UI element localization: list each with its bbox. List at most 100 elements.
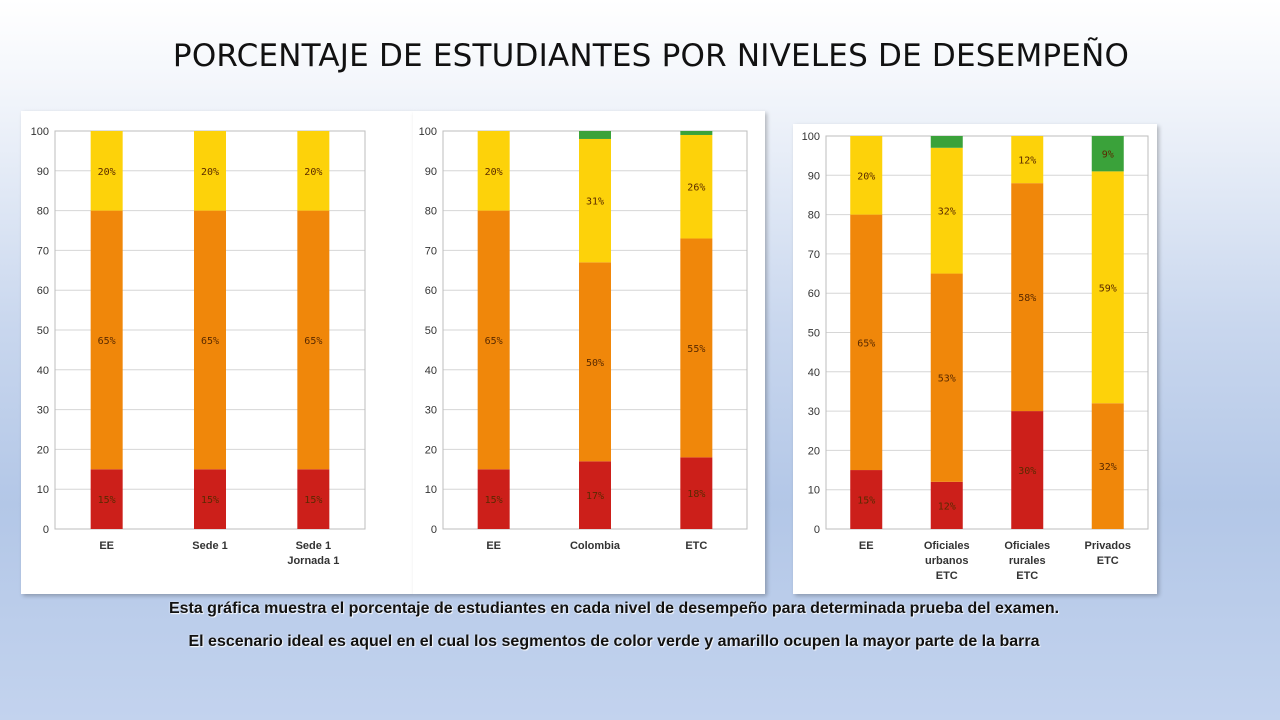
bar-segment-yellow [90, 131, 123, 211]
data-label: 65% [485, 336, 503, 347]
x-category-label: Privados [1085, 540, 1131, 552]
y-tick-label: 30 [37, 405, 49, 417]
y-tick-label: 80 [425, 206, 437, 218]
page-title: PORCENTAJE DE ESTUDIANTES POR NIVELES DE… [172, 38, 1130, 74]
bar-segment-red [930, 481, 963, 529]
y-tick-label: 100 [419, 126, 437, 138]
data-label: 65% [857, 338, 875, 349]
data-label: 12% [1018, 156, 1036, 167]
bar-segment-orange [1011, 183, 1044, 412]
bar-segment-yellow [930, 147, 963, 274]
y-tick-label: 30 [808, 406, 820, 418]
data-label: 20% [201, 167, 219, 178]
bar-segment-green [680, 131, 713, 135]
y-tick-label: 0 [431, 524, 437, 536]
y-tick-label: 40 [37, 365, 49, 377]
data-label: 58% [1018, 293, 1036, 304]
bar-segment-orange [297, 210, 330, 470]
bar-segment-orange [850, 214, 883, 471]
data-label: 15% [304, 495, 322, 506]
data-label: 15% [98, 495, 116, 506]
bar-segment-yellow [1011, 136, 1044, 184]
bar-segment-orange [680, 238, 713, 458]
bar-segment-green [1091, 136, 1124, 172]
x-category-label: Sede 1 [192, 540, 227, 552]
bar-segment-red [680, 457, 713, 529]
bar-segment-green [930, 136, 963, 148]
x-category-label: Sede 1 [296, 540, 331, 552]
data-label: 65% [201, 336, 219, 347]
bar-segment-red [579, 461, 611, 529]
x-category-label: EE [99, 540, 114, 552]
y-tick-label: 70 [37, 245, 49, 257]
y-tick-label: 100 [31, 126, 49, 138]
x-category-label: ETC [936, 570, 958, 582]
data-label: 17% [586, 491, 604, 502]
caption-line-1: Esta gráfica muestra el porcentaje de es… [168, 600, 1060, 617]
data-label: 20% [485, 167, 503, 178]
bar-segment-yellow [579, 138, 611, 263]
bar-segment-orange [477, 210, 510, 470]
data-label: 26% [687, 183, 705, 194]
x-category-label: Oficiales [1004, 540, 1050, 552]
y-tick-label: 20 [808, 445, 820, 457]
data-label: 30% [1018, 466, 1036, 477]
chart-panel-2: 0 10 20 30 40 50 60 70 80 90 100 15% 65% 20% EE 17% 50% 3… [413, 111, 765, 594]
y-tick-label: 50 [425, 325, 437, 337]
y-tick-label: 50 [37, 325, 49, 337]
y-tick-label: 20 [425, 444, 437, 456]
y-tick-label: 100 [802, 131, 820, 143]
data-label: 18% [687, 489, 705, 500]
y-tick-label: 50 [808, 328, 820, 340]
plot-frame [825, 135, 1149, 530]
data-label: 32% [1099, 462, 1117, 473]
y-tick-label: 10 [425, 484, 437, 496]
stacked-bar-chart-1: 0 10 20 30 40 50 60 70 80 90 100 15% 65% 20% EE 15% 65% 2… [31, 126, 366, 567]
data-label: 59% [1099, 283, 1117, 294]
bar-segment-green [579, 131, 611, 139]
y-tick-label: 90 [808, 170, 820, 182]
stacked-bar-chart-2: 0 10 20 30 40 50 60 70 80 90 100 15% 65% 20% EE 17% 50% 3… [419, 126, 748, 552]
y-tick-label: 90 [37, 166, 49, 178]
y-tick-label: 10 [808, 485, 820, 497]
bar-segment-orange [1091, 403, 1124, 529]
bar-segment-red [297, 469, 330, 529]
y-tick-label: 90 [425, 166, 437, 178]
data-label: 53% [938, 374, 956, 385]
bar-segment-red [477, 469, 510, 529]
caption-line-2: El escenario ideal es aquel en el cual l… [188, 633, 1040, 650]
data-label: 15% [201, 495, 219, 506]
bar-segment-yellow [297, 131, 330, 211]
bar-segment-red [1011, 411, 1044, 529]
y-tick-label: 70 [808, 249, 820, 261]
data-label: 65% [98, 336, 116, 347]
data-label: 20% [304, 167, 322, 178]
x-category-label: EE [486, 540, 501, 552]
y-tick-label: 80 [808, 210, 820, 222]
bar-segment-yellow [194, 131, 226, 211]
y-tick-label: 60 [37, 285, 49, 297]
bar-segment-orange [90, 210, 123, 470]
chart-panel-1: 0 10 20 30 40 50 60 70 80 90 100 15% 65% 20% EE 15% 65% 2… [21, 111, 413, 594]
data-label: 55% [687, 344, 705, 355]
stacked-bar-chart-3: 0 10 20 30 40 50 60 70 80 90 100 15% 65% 20% EE 12% 53% 3… [802, 131, 1149, 582]
bar-segment-yellow [850, 136, 883, 215]
data-label: 20% [857, 171, 875, 182]
x-category-label: EE [859, 540, 874, 552]
bar-segment-yellow [1091, 171, 1124, 404]
data-label: 12% [938, 501, 956, 512]
data-label: 32% [938, 207, 956, 218]
y-tick-label: 60 [808, 288, 820, 300]
y-tick-label: 10 [37, 484, 49, 496]
bar-segment-orange [579, 262, 611, 462]
y-tick-label: 20 [37, 444, 49, 456]
x-category-label: ETC [1016, 570, 1038, 582]
y-tick-label: 40 [808, 367, 820, 379]
x-category-label: Jornada 1 [287, 555, 339, 567]
bar-segment-red [194, 469, 226, 529]
x-category-label: Oficiales [924, 540, 970, 552]
data-label: 20% [98, 167, 116, 178]
y-tick-label: 30 [425, 405, 437, 417]
bar-segment-orange [194, 210, 226, 470]
data-label: 15% [857, 496, 875, 507]
